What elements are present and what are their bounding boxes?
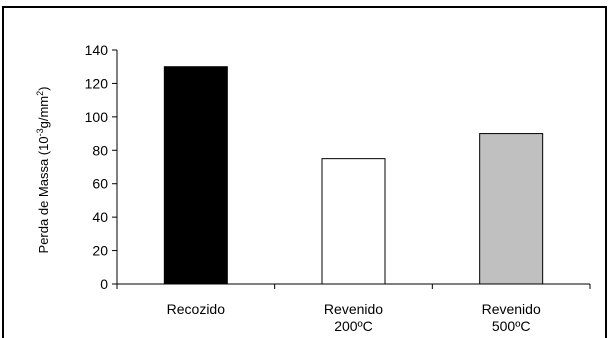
y-tick-label: 40: [92, 209, 108, 225]
ylabel-main: Perda de Massa (10: [36, 136, 51, 253]
bar-chart: Perda de Massa (10-3g/mm2) 0 20 40 60 80 100 1…: [35, 42, 591, 334]
x-tick-label: Revenido: [482, 301, 541, 317]
y-tick-label: 60: [92, 176, 108, 192]
ylabel-end: ): [36, 87, 51, 91]
ylabel-rest: g/mm: [36, 96, 51, 129]
ylabel-sup2: 2: [35, 91, 45, 96]
ylabel-sup: -3: [35, 128, 45, 136]
y-tick-label: 20: [92, 243, 108, 259]
x-tick-label: 200ºC: [334, 318, 373, 334]
x-tick-label: Recozido: [167, 301, 226, 317]
x-tick-label: 500ºC: [492, 318, 531, 334]
y-axis-label-text: Perda de Massa (10-3g/mm2): [35, 87, 51, 254]
y-tick-label: 100: [85, 109, 109, 125]
bar: [163, 66, 228, 285]
y-tick-label: 120: [85, 75, 109, 91]
bar: [479, 133, 544, 285]
y-tick-label: 80: [92, 142, 108, 158]
chart-frame: Perda de Massa (10-3g/mm2) 0 20 40 60 80 100 1…: [2, 6, 607, 338]
x-tick-label: Revenido: [324, 301, 383, 317]
y-tick-label: 0: [100, 276, 108, 292]
bar: [321, 158, 386, 285]
y-tick-label: 140: [85, 42, 109, 58]
y-axis-label: Perda de Massa (10-3g/mm2): [35, 87, 51, 254]
